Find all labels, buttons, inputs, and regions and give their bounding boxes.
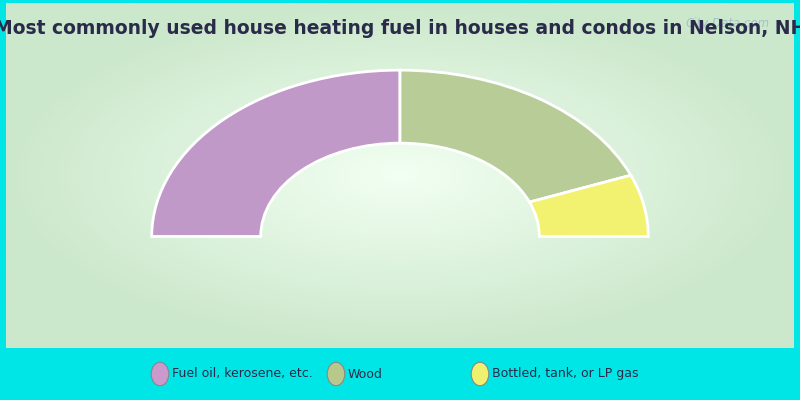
Wedge shape [152, 70, 400, 236]
Text: Fuel oil, kerosene, etc.: Fuel oil, kerosene, etc. [172, 368, 313, 380]
Text: Wood: Wood [348, 368, 383, 380]
Wedge shape [400, 70, 631, 202]
Text: Most commonly used house heating fuel in houses and condos in Nelson, NH: Most commonly used house heating fuel in… [0, 19, 800, 38]
Ellipse shape [471, 362, 489, 386]
Text: Bottled, tank, or LP gas: Bottled, tank, or LP gas [492, 368, 638, 380]
Ellipse shape [151, 362, 169, 386]
Text: City-Data.com: City-Data.com [686, 17, 770, 30]
Ellipse shape [327, 362, 345, 386]
Wedge shape [530, 175, 648, 236]
